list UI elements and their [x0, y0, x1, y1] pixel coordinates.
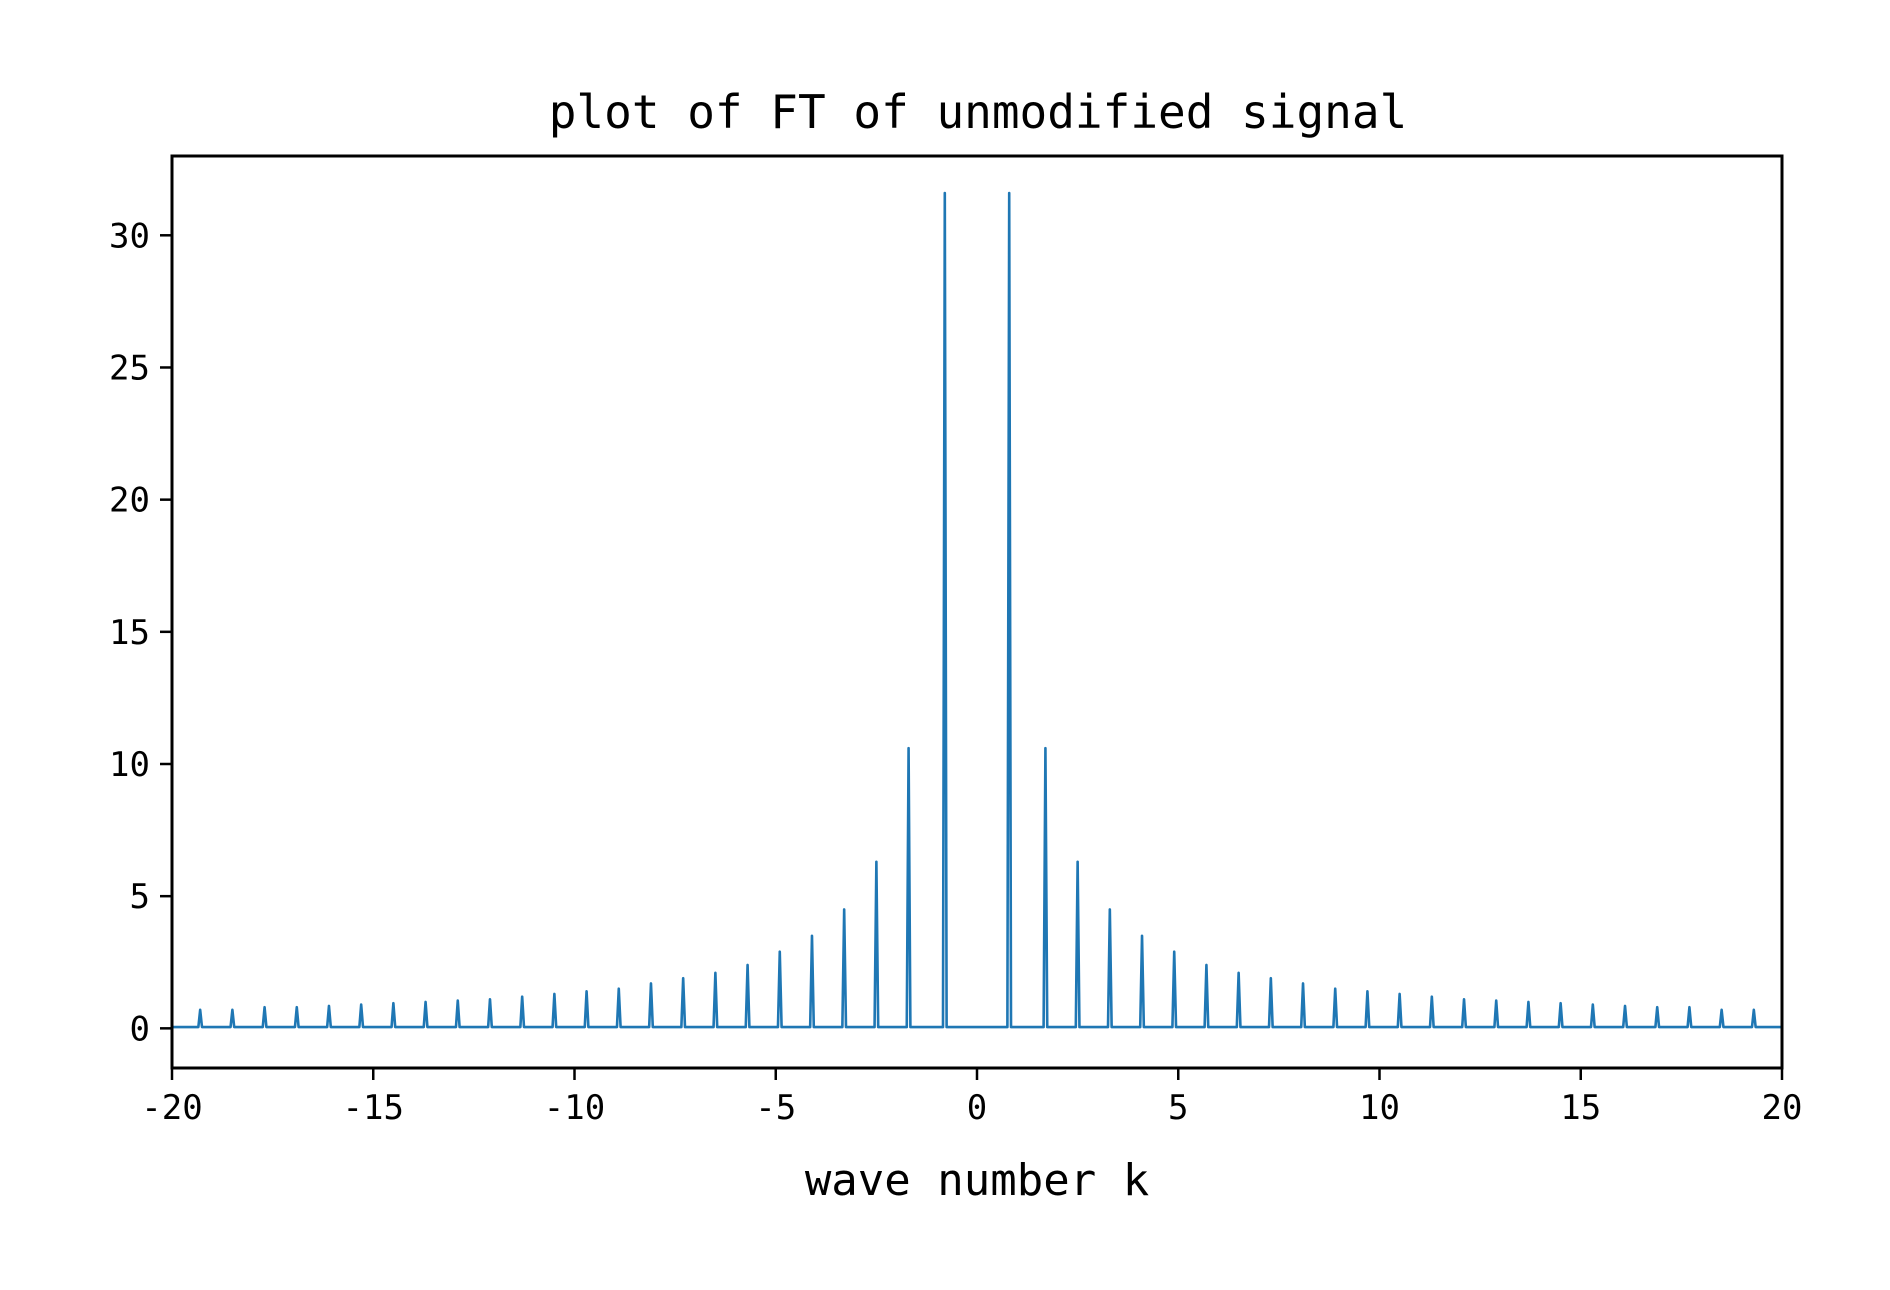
x-tick-label: -15 — [343, 1088, 404, 1128]
chart-title: plot of FT of unmodified signal — [549, 85, 1408, 139]
y-tick-label: 25 — [109, 348, 150, 388]
ft-magnitude-line — [172, 191, 1782, 1029]
y-tick-label: 30 — [109, 216, 150, 256]
plot-area — [172, 191, 1782, 1029]
y-tick-label: 10 — [109, 745, 150, 785]
x-axis-label: wave number k — [805, 1155, 1149, 1206]
x-tick-label: 5 — [1168, 1088, 1188, 1128]
x-tick-label: 15 — [1560, 1088, 1601, 1128]
axes-frame — [170, 154, 1784, 1070]
y-tick-label: 15 — [109, 613, 150, 653]
y-tick-label: 20 — [109, 481, 150, 521]
tick-group: -20 -15 -10 -5 0 5 10 15 20 0 5 10 15 20 25 30 — [109, 216, 1802, 1128]
x-tick-label: -5 — [755, 1088, 796, 1128]
x-tick-label: 0 — [967, 1088, 987, 1128]
y-tick-label: 0 — [130, 1009, 150, 1049]
y-tick-label: 5 — [130, 877, 150, 917]
x-tick-label: -10 — [544, 1088, 605, 1128]
x-tick-label: 10 — [1359, 1088, 1400, 1128]
x-tick-label: 20 — [1762, 1088, 1803, 1128]
x-tick-label: -20 — [141, 1088, 202, 1128]
